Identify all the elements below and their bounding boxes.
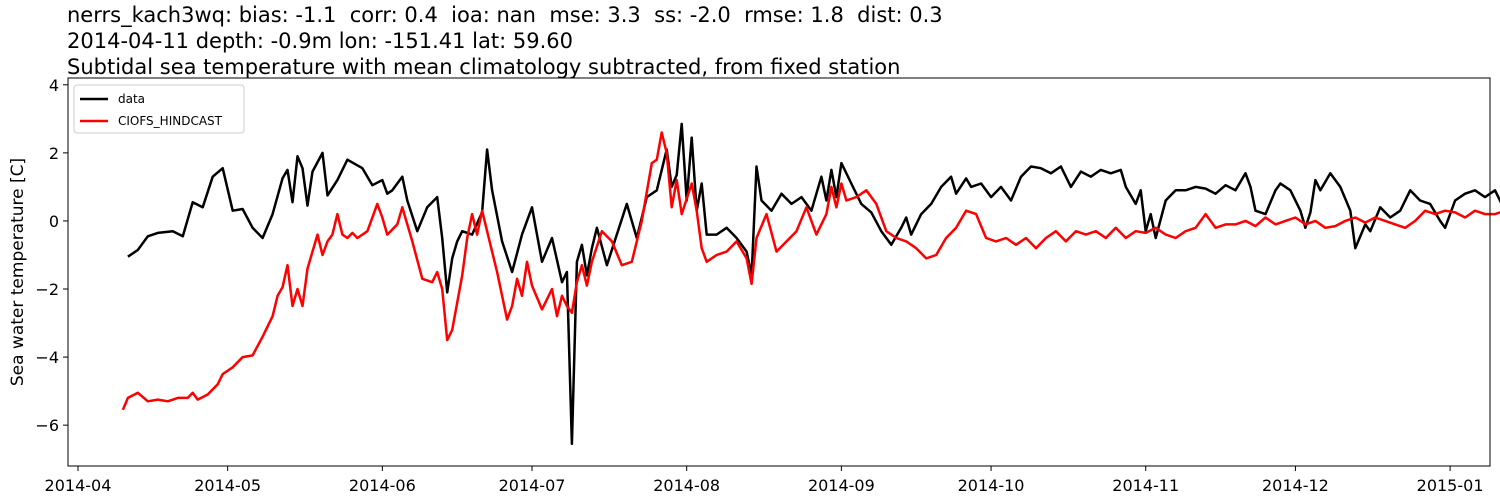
x-tick-label: 2014-05 — [194, 476, 261, 495]
legend-entry-data: data — [118, 92, 145, 106]
x-tick-label: 2014-07 — [499, 476, 566, 495]
legend-box — [73, 84, 245, 134]
x-tick-label: 2014-06 — [349, 476, 416, 495]
chart-title-description: Subtidal sea temperature with mean clima… — [67, 55, 901, 79]
x-tick-label: 2014-09 — [808, 476, 875, 495]
y-tick-label: 4 — [49, 76, 59, 95]
legend: data CIOFS_HINDCAST — [73, 84, 245, 134]
chart-title-stats: nerrs_kach3wq: bias: -1.1 corr: 0.4 ioa:… — [67, 3, 943, 27]
x-tick-label: 2014-08 — [653, 476, 720, 495]
series-line-ciofs-hindcast — [121, 131, 1500, 411]
plot-lines — [121, 122, 1500, 446]
y-tick-label: −6 — [35, 416, 59, 435]
y-axis-label: Sea water temperature [C] — [8, 158, 28, 386]
x-tick-label: 2014-10 — [958, 476, 1025, 495]
y-tick-label: −2 — [35, 280, 59, 299]
legend-entry-ciofs-hindcast: CIOFS_HINDCAST — [118, 114, 223, 128]
y-tick-label: 0 — [49, 212, 59, 231]
x-tick-label: 2014-12 — [1262, 476, 1329, 495]
x-tick-label: 2014-11 — [1112, 476, 1179, 495]
series-line-data — [127, 122, 1500, 446]
y-axis: −6 −4 −2 0 2 4 — [35, 76, 68, 435]
plot-frame — [67, 77, 1491, 467]
x-tick-label: 2014-04 — [45, 476, 112, 495]
y-tick-label: 2 — [49, 144, 59, 163]
chart-title-location: 2014-04-11 depth: -0.9m lon: -151.41 lat… — [67, 29, 573, 53]
x-axis: 2014-04 2014-05 2014-06 2014-07 2014-08 2014-… — [45, 466, 1484, 495]
x-tick-label: 2015-01 — [1417, 476, 1484, 495]
y-tick-label: −4 — [35, 348, 59, 367]
